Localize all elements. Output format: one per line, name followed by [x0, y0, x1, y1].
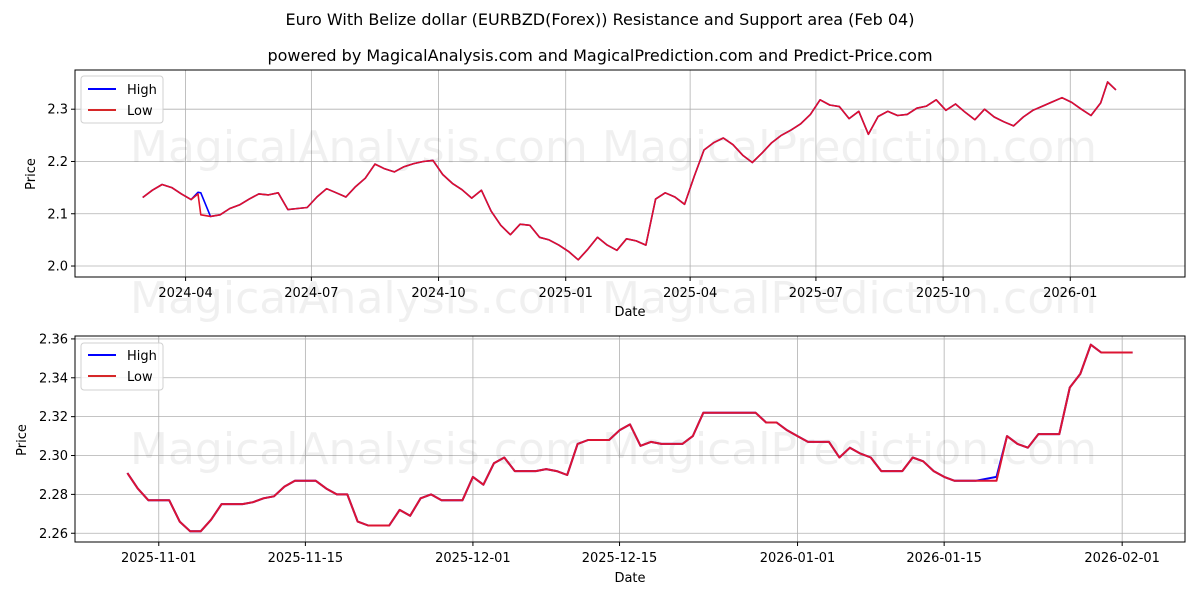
bottom-grid: [75, 336, 1185, 542]
top-legend-high: High: [127, 83, 157, 98]
watermark-prediction-mid: MagicalPrediction.com: [602, 273, 1097, 324]
bottom-y-axis-label: Price: [15, 424, 30, 456]
x-tick-label: 2025-07: [789, 286, 843, 301]
bottom-low-line: [126, 343, 1133, 533]
x-tick-label: 2026-01-15: [906, 551, 982, 566]
bottom-legend-low: Low: [127, 370, 153, 385]
y-tick-label: 2.2: [47, 155, 68, 170]
watermark-analysis-top: MagicalAnalysis.com: [130, 122, 588, 173]
watermark-analysis-bottom: MagicalAnalysis.com: [130, 424, 588, 475]
top-y-axis-label: Price: [24, 158, 39, 190]
top-x-axis-label: Date: [614, 305, 645, 320]
y-tick-label: 2.36: [39, 332, 68, 347]
x-tick-label: 2026-01-01: [760, 551, 836, 566]
x-tick-label: 2025-12-01: [435, 551, 511, 566]
bottom-y-axis: 2.26 2.28 2.30 2.32 2.34 2.36: [39, 332, 75, 542]
y-tick-label: 2.26: [39, 527, 68, 542]
x-tick-label: 2025-01: [539, 286, 593, 301]
watermark-analysis-mid: MagicalAnalysis.com: [130, 273, 588, 324]
top-low-line: [142, 81, 1117, 261]
y-tick-label: 2.3: [47, 103, 68, 118]
top-x-axis: 2024-04 2024-07 2024-10 2025-01 2025-04 2025-…: [158, 277, 1097, 301]
y-tick-label: 2.30: [39, 449, 68, 464]
y-tick-label: 2.0: [47, 260, 68, 275]
x-tick-label: 2024-07: [284, 286, 338, 301]
top-legend-box: [80, 75, 164, 124]
x-tick-label: 2026-01: [1043, 286, 1097, 301]
x-tick-label: 2025-12-15: [582, 551, 658, 566]
x-tick-label: 2024-10: [411, 286, 465, 301]
x-tick-label: 2025-11-15: [268, 551, 344, 566]
long-term-chart: MagicalAnalysis.com MagicalPrediction.co…: [24, 69, 1186, 324]
top-y-axis: 2.0 2.1 2.2 2.3: [47, 103, 75, 275]
x-tick-label: 2025-04: [663, 286, 717, 301]
top-axes-frame: [74, 69, 1186, 278]
watermark-prediction-top: MagicalPrediction.com: [602, 122, 1097, 173]
x-tick-label: 2025-11-01: [121, 551, 197, 566]
bottom-x-axis-label: Date: [614, 571, 645, 586]
bottom-legend: High Low: [80, 342, 164, 391]
x-tick-label: 2026-02-01: [1084, 551, 1160, 566]
x-tick-label: 2025-10: [916, 286, 970, 301]
y-tick-label: 2.32: [39, 410, 68, 425]
bottom-x-axis: 2025-11-01 2025-11-15 2025-12-01 2025-12-15…: [121, 542, 1160, 566]
y-tick-label: 2.1: [47, 207, 68, 222]
chart-subtitle: powered by MagicalAnalysis.com and Magic…: [267, 46, 933, 65]
top-legend: High Low: [80, 75, 164, 124]
top-legend-low: Low: [127, 104, 153, 119]
top-grid: [75, 70, 1185, 277]
bottom-axes-frame: [74, 335, 1186, 543]
x-tick-label: 2024-04: [158, 286, 212, 301]
bottom-legend-high: High: [127, 349, 157, 364]
y-tick-label: 2.34: [39, 371, 68, 386]
chart-title: Euro With Belize dollar (EURBZD(Forex)) …: [285, 10, 915, 29]
recent-chart: MagicalAnalysis.com MagicalPrediction.co…: [15, 332, 1186, 586]
y-tick-label: 2.28: [39, 488, 68, 503]
watermark-prediction-bottom: MagicalPrediction.com: [602, 424, 1097, 475]
